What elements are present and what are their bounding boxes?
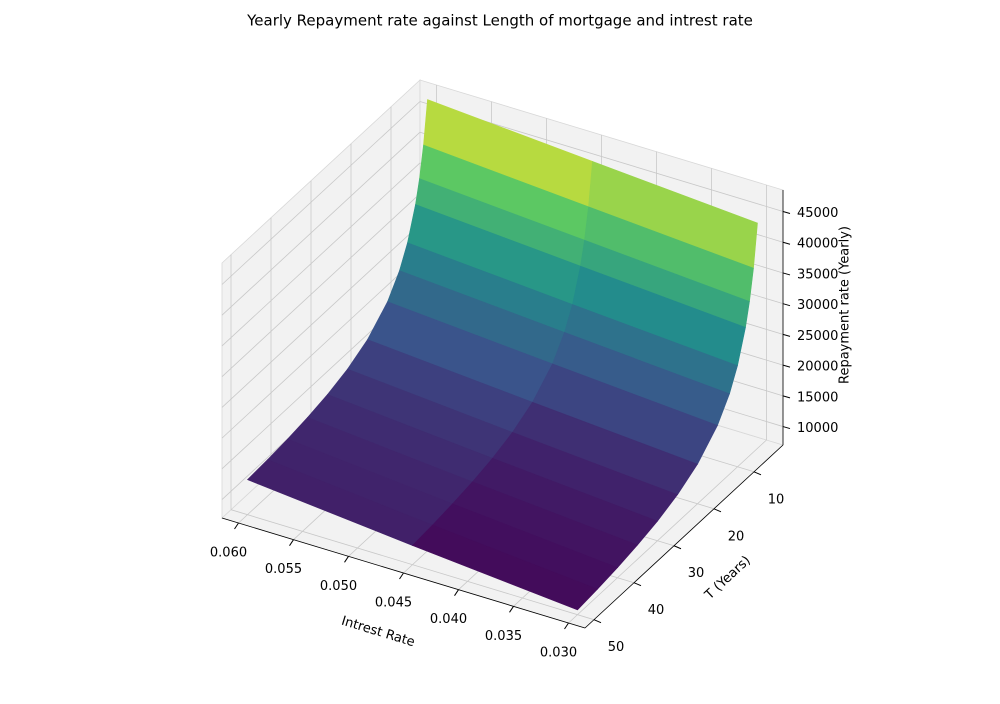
x-tick-label: 0.055 xyxy=(265,562,302,577)
x-axis-label: Intrest Rate xyxy=(339,614,416,651)
z-tick-label: 40000 xyxy=(797,237,838,252)
x-tick xyxy=(289,539,294,546)
grid-line xyxy=(221,101,421,285)
x-tick-label: 0.045 xyxy=(375,596,412,611)
grid-line xyxy=(568,439,767,624)
z-axis-label: Repayment rate (Yearly) xyxy=(838,226,853,384)
z-tick xyxy=(782,364,791,368)
x-tick xyxy=(564,622,569,630)
x-tick xyxy=(344,556,349,563)
y-tick-label: 10 xyxy=(768,492,785,507)
x-tick-label: 0.030 xyxy=(540,646,577,661)
z-tick xyxy=(782,426,791,430)
chart-title: Yearly Repayment rate against Length of … xyxy=(246,12,753,30)
y-axis-label: T (Years) xyxy=(701,553,753,603)
grid-line xyxy=(221,193,421,377)
x-tick xyxy=(234,522,239,530)
x-tick xyxy=(509,606,514,613)
y-tick-label: 20 xyxy=(728,529,745,544)
x-tick-label: 0.035 xyxy=(485,629,522,644)
y-tick-label: 30 xyxy=(688,566,705,581)
z-tick xyxy=(782,211,791,214)
x-tick-label: 0.060 xyxy=(210,546,247,561)
x-tick-label: 0.050 xyxy=(320,579,357,594)
y-tick-label: 40 xyxy=(648,603,665,618)
z-tick xyxy=(782,241,791,245)
z-tick-label: 30000 xyxy=(797,298,838,313)
z-tick-label: 45000 xyxy=(797,206,838,221)
axis-line xyxy=(584,444,784,629)
grid-line xyxy=(230,509,595,621)
z-tick-label: 20000 xyxy=(797,360,838,375)
z-tick xyxy=(782,303,791,307)
z-tick xyxy=(782,272,791,276)
grid-line xyxy=(221,131,421,316)
grid-line xyxy=(221,224,421,408)
z-tick-label: 25000 xyxy=(797,329,838,344)
z-tick xyxy=(782,395,791,399)
z-tick-label: 10000 xyxy=(797,421,838,436)
y-tick xyxy=(593,619,602,624)
x-tick xyxy=(454,589,459,596)
x-tick-label: 0.040 xyxy=(430,612,467,627)
x-tick xyxy=(399,572,404,580)
y-tick-label: 50 xyxy=(608,640,625,655)
z-tick-label: 35000 xyxy=(797,267,838,282)
y-tick xyxy=(713,508,722,513)
z-tick xyxy=(782,333,791,337)
z-tick-label: 15000 xyxy=(797,390,838,405)
y-tick xyxy=(753,471,762,476)
surface-patch xyxy=(411,524,599,611)
y-tick xyxy=(673,545,682,550)
y-tick xyxy=(633,582,642,587)
axis-line xyxy=(221,517,586,629)
grid-line xyxy=(221,254,421,439)
grid-line xyxy=(221,162,421,347)
